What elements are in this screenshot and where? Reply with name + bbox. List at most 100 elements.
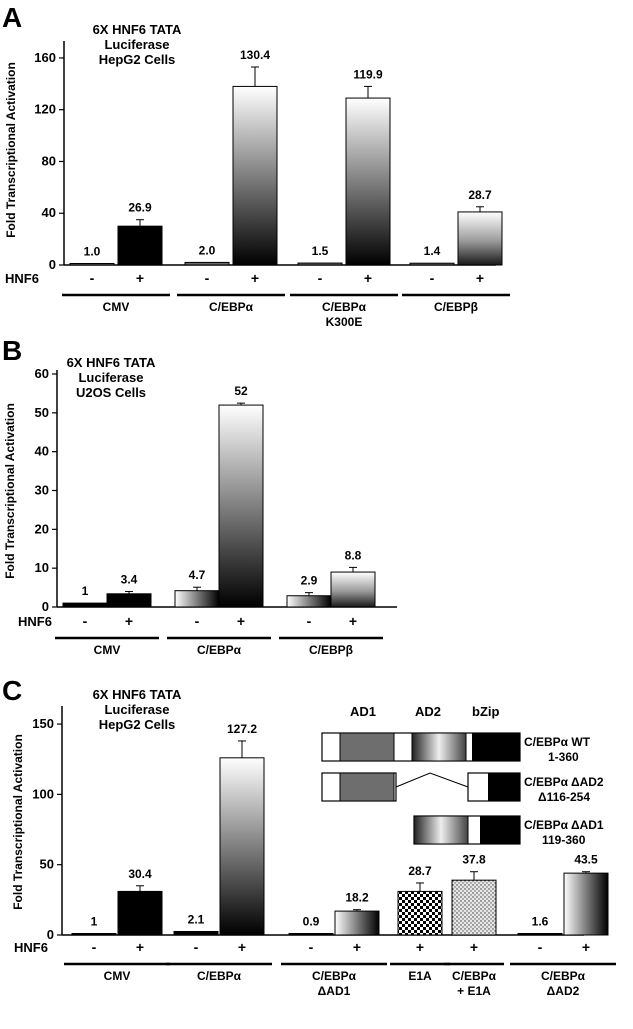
bar <box>62 602 108 608</box>
construct-dad2-range: Δ116-254 <box>538 790 590 804</box>
y-tick-label: 40 <box>35 444 49 459</box>
hnf6-sign: + <box>251 270 259 286</box>
construct-dad1-name: C/EBPα ΔAD1 <box>524 818 604 832</box>
chart-title-line: HepG2 Cells <box>99 52 176 67</box>
data-label: 37.8 <box>462 853 486 867</box>
data-label: 1.5 <box>312 244 329 258</box>
chart-title-line: 6X HNF6 TATA <box>93 687 182 702</box>
bar <box>345 97 391 266</box>
chart-title-line: 6X HNF6 TATA <box>93 22 182 37</box>
hnf6-row-label: HNF6 <box>5 271 39 286</box>
y-tick-label: 80 <box>42 153 56 168</box>
chart-title-line: Luciferase <box>104 37 169 52</box>
domain-label-ad2: AD2 <box>415 704 441 719</box>
hnf6-sign: - <box>318 270 323 286</box>
data-label: 26.9 <box>128 201 152 215</box>
bar <box>288 933 334 936</box>
hnf6-sign: + <box>364 270 372 286</box>
bar <box>219 757 265 936</box>
y-tick-label: 160 <box>34 50 56 65</box>
bar <box>218 404 264 608</box>
hnf6-sign: + <box>125 613 133 629</box>
data-label: 1 <box>82 584 89 598</box>
hnf6-sign: + <box>476 270 484 286</box>
group-label: C/EBPα <box>209 300 254 314</box>
group-label: CMV <box>94 643 121 657</box>
group-label: ΔAD2 <box>547 984 580 998</box>
bar <box>174 590 220 608</box>
group-label: K300E <box>326 315 363 329</box>
hnf6-sign: - <box>430 270 435 286</box>
hnf6-sign: + <box>353 939 361 955</box>
data-label: 1 <box>91 915 98 929</box>
bar <box>409 262 455 266</box>
construct-dad2-bar <box>321 772 521 802</box>
chart-title-line: HepG2 Cells <box>99 717 176 732</box>
bar <box>117 890 163 936</box>
hnf6-sign: + <box>470 939 478 955</box>
hnf6-sign: + <box>416 939 424 955</box>
y-tick-label: 50 <box>40 857 54 872</box>
construct-dad1-range: 119-360 <box>542 833 586 847</box>
hnf6-sign: - <box>205 270 210 286</box>
data-label: 2.0 <box>199 243 216 257</box>
data-label: 2.1 <box>188 912 205 926</box>
domain-label-bzip: bZip <box>472 704 499 719</box>
hnf6-sign: + <box>136 939 144 955</box>
y-tick-label: 0 <box>49 257 56 272</box>
hnf6-sign: + <box>238 939 246 955</box>
hnf6-sign: + <box>237 613 245 629</box>
bzip-domain <box>472 733 520 761</box>
hnf6-sign: - <box>309 939 314 955</box>
y-tick-label: 0 <box>47 927 54 942</box>
data-label: 1.6 <box>532 915 549 929</box>
y-tick-label: 0 <box>42 599 49 614</box>
panel-letter-c: C <box>2 675 22 706</box>
data-label: 28.7 <box>468 188 492 202</box>
panel-letter-b: B <box>2 335 22 366</box>
data-label: 130.4 <box>240 48 270 62</box>
hnf6-sign: - <box>83 613 88 629</box>
y-tick-label: 20 <box>35 521 49 536</box>
group-label: C/EBPα <box>322 300 367 314</box>
hnf6-sign: - <box>194 939 199 955</box>
bar <box>71 933 117 936</box>
hnf6-sign: - <box>92 939 97 955</box>
construct-wt-bar <box>321 732 521 762</box>
bar <box>69 263 115 266</box>
data-label: 28.7 <box>408 864 432 878</box>
data-label: 2.9 <box>301 574 318 588</box>
hnf6-sign: + <box>136 270 144 286</box>
y-axis-label: Fold Transcriptional Activation <box>3 403 17 579</box>
group-label: ΔAD1 <box>318 984 351 998</box>
y-tick-label: 100 <box>32 786 54 801</box>
hnf6-sign: + <box>582 939 590 955</box>
bar <box>184 261 230 266</box>
data-label: 3.4 <box>121 572 138 586</box>
hnf6-row-label: HNF6 <box>18 614 52 629</box>
construct-dad1-bar <box>413 815 521 845</box>
construct-wt-range: 1-360 <box>548 750 579 764</box>
data-label: 43.5 <box>574 853 598 867</box>
data-label: 30.4 <box>128 867 152 881</box>
data-label: 0.9 <box>303 915 320 929</box>
bar <box>517 933 563 936</box>
hnf6-sign: + <box>349 613 357 629</box>
panel-letter-a: A <box>2 2 22 33</box>
group-label: CMV <box>104 969 131 983</box>
data-label: 1.4 <box>424 244 441 258</box>
group-label: C/EBPα <box>452 969 497 983</box>
group-label: C/EBPβ <box>309 643 353 657</box>
ad2-domain <box>411 732 467 762</box>
bar <box>397 890 443 936</box>
construct-schematic: AD1 AD2 bZip C/EBPα WT 1-360 C/EBPα ΔAD2… <box>321 704 604 847</box>
domain-label-ad1: AD1 <box>350 704 376 719</box>
data-label: 52 <box>234 384 248 398</box>
hnf6-sign: - <box>195 613 200 629</box>
group-label: C/EBPβ <box>434 300 478 314</box>
y-axis-label: Fold Transcriptional Activation <box>11 734 25 910</box>
bar <box>106 593 152 608</box>
